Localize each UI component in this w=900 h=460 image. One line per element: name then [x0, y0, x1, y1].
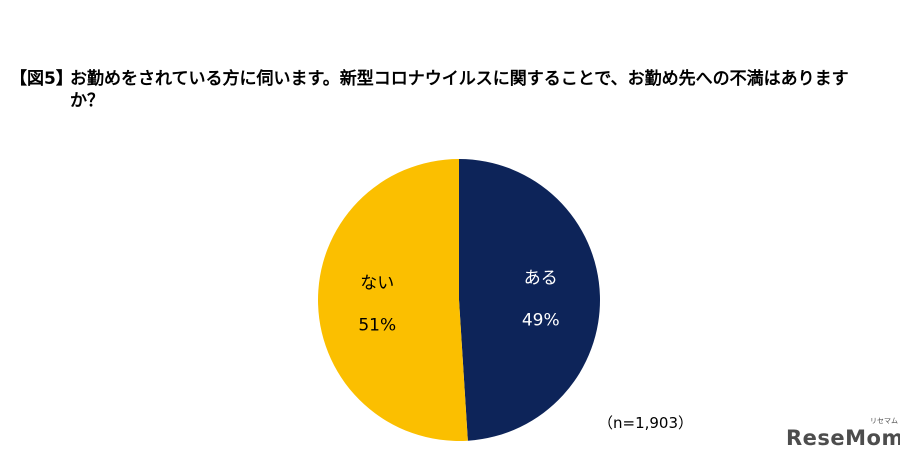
slice-label-2: ない: [360, 274, 394, 294]
slice-value-1: 49%: [522, 310, 560, 330]
figure-number: 【図5】: [10, 69, 73, 89]
slice-label-1: ある: [524, 268, 558, 288]
slice-value-2: 51%: [358, 316, 396, 336]
logo-text: ReseMom: [786, 426, 900, 450]
sample-size-note: （n=1,903）: [598, 414, 694, 432]
pie-slices: [317, 159, 600, 442]
logo-ruby: リセマム: [870, 417, 898, 425]
pie-slice-2: [317, 159, 468, 442]
pie-labels: ある 49% ない 51%: [358, 268, 559, 335]
chart-title: お勤めをされている方に伺います。新型コロナウイルスに関することで、お勤め先への不…: [70, 69, 849, 111]
pie-slice-1: [459, 159, 600, 441]
resemom-logo: ReseMom リセマム: [786, 417, 900, 450]
